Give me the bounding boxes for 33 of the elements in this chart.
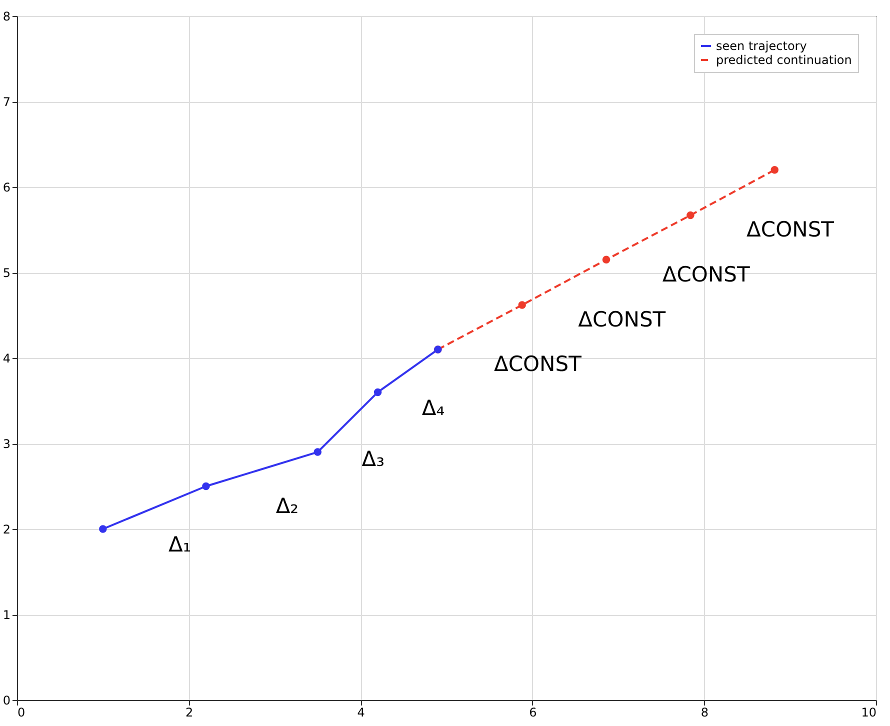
point: [770, 166, 779, 174]
annotation: Δ₁: [168, 532, 192, 557]
y-tick-label: 4: [2, 352, 10, 366]
x-tick-label: 0: [18, 706, 26, 720]
annotation: ΔCONST: [578, 307, 666, 332]
x-tick-label: 2: [185, 706, 194, 720]
y-tick-label: 0: [2, 694, 10, 708]
point: [686, 211, 694, 220]
point: [99, 525, 107, 533]
x-tick-label: 8: [700, 706, 709, 720]
point: [518, 301, 526, 309]
point: [202, 482, 210, 490]
x-tick-label: 4: [357, 706, 365, 720]
annotation: ΔCONST: [746, 218, 834, 242]
annotation: Δ₃: [362, 447, 385, 472]
point: [374, 388, 382, 396]
point: [602, 256, 610, 264]
legend-label: seen trajectory: [716, 39, 807, 53]
y-tick-label: 3: [2, 437, 10, 451]
y-tick-label: 5: [2, 266, 10, 280]
annotation: Δ₄: [422, 396, 445, 420]
y-tick-label: 8: [2, 10, 10, 24]
x-tick-label: 6: [529, 706, 537, 720]
y-tick-label: 7: [2, 95, 10, 109]
y-tick-label: 1: [2, 608, 10, 622]
annotation: ΔCONST: [662, 262, 750, 286]
point: [314, 448, 322, 456]
x-tick-label: 10: [861, 706, 876, 720]
y-tick-label: 6: [2, 180, 10, 194]
annotation: ΔCONST: [494, 352, 582, 376]
y-tick-label: 2: [2, 522, 10, 536]
legend-label: predicted continuation: [716, 53, 852, 67]
annotation: Δ₂: [276, 494, 299, 518]
